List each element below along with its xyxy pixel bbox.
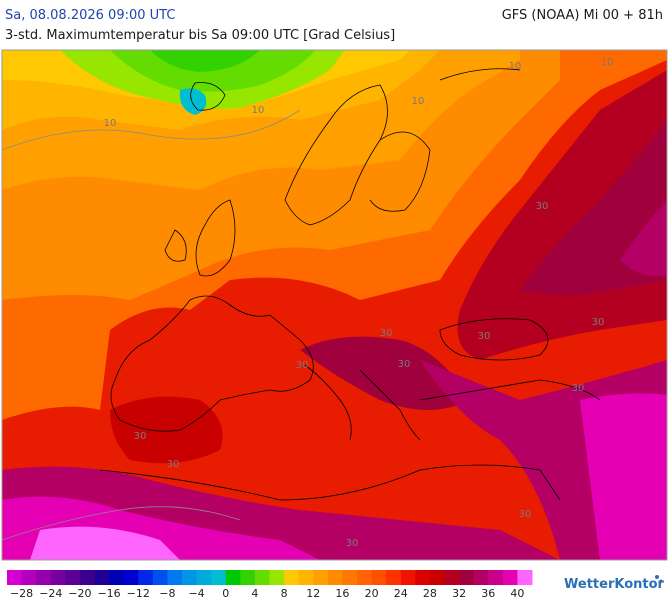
colorbar-swatch [79,570,95,585]
contour-label: 30 [478,331,491,342]
colorbar: −28 −24 −20 −16 −12 −8 −4 0 4 8 12 16 20 24 28 32 36 40 [7,570,533,600]
contour-label: 30 [296,360,309,371]
colorbar-swatch [225,570,241,585]
colorbar-swatch [254,570,270,585]
colorbar-swatch [517,570,533,585]
colorbar-tick-label: 20 [365,587,379,600]
colorbar-swatch [240,570,256,585]
contour-label: 10 [509,61,522,72]
colorbar-swatch [444,570,460,585]
colorbar-tick-label: 0 [222,587,229,600]
colorbar-swatch [386,570,402,585]
contour-label: 30 [346,538,359,549]
colorbar-swatch [94,570,110,585]
colorbar-swatch [36,570,52,585]
contour-label: 30 [592,317,605,328]
contour-label: 10 [412,96,425,107]
colorbar-swatch [211,570,227,585]
contour-label: 10 [252,105,265,116]
colorbar-tick-label: 8 [281,587,288,600]
colorbar-tick-label: 24 [394,587,408,600]
colorbar-swatch [269,570,285,585]
colorbar-tick-label: −28 [10,587,33,600]
contour-label: 30 [572,383,585,394]
logo-dot [659,579,663,583]
subtitle: 3-std. Maximumtemperatur bis Sa 09:00 UT… [5,28,395,43]
colorbar-tick-label: 36 [481,587,495,600]
colorbar-tick-label: −24 [39,587,62,600]
colorbar-tick-label: 4 [251,587,258,600]
contour-label: 10 [104,118,117,129]
colorbar-tick-label: −4 [188,587,204,600]
colorbar-tick-label: 28 [423,587,437,600]
contour-label: 30 [398,359,411,370]
colorbar-swatch [7,570,23,585]
contour-label: 30 [380,328,393,339]
colorbar-swatch [313,570,329,585]
contour-label: 10 [601,57,614,68]
valid-time: Sa, 08.08.2026 09:00 UTC [5,8,175,23]
colorbar-tick-label: 12 [306,587,320,600]
colorbar-swatch [429,570,445,585]
colorbar-tick-label: 32 [452,587,466,600]
temperature-map: 10 10 10 10 10 30 30 30 30 30 30 30 30 3… [1,49,668,561]
colorbar-swatch [167,570,183,585]
colorbar-swatch [138,570,154,585]
colorbar-tick-label: 40 [510,587,524,600]
colorbar-swatch [327,570,343,585]
colorbar-swatch [109,570,125,585]
colorbar-swatch [298,570,314,585]
colorbar-swatch [357,570,373,585]
contour-label: 30 [134,431,147,442]
colorbar-swatch [284,570,300,585]
logo-text: WetterKontor [564,577,665,592]
colorbar-swatch [182,570,198,585]
colorbar-swatch [21,570,37,585]
colorbar-swatch [50,570,66,585]
colorbar-swatch [342,570,358,585]
contour-label: 30 [519,509,532,520]
logo: WetterKontor [564,575,665,592]
colorbar-tick-label: −20 [68,587,91,600]
contour-label: 30 [536,201,549,212]
colorbar-swatch [371,570,387,585]
colorbar-swatch [152,570,168,585]
contour-label: 30 [167,459,180,470]
colorbar-swatch [502,570,518,585]
colorbar-swatch [459,570,475,585]
colorbar-tick-label: 16 [335,587,349,600]
colorbar-swatch [123,570,139,585]
colorbar-swatch [415,570,431,585]
colorbar-tick-label: −16 [97,587,120,600]
colorbar-swatch [65,570,81,585]
model-run: GFS (NOAA) Mi 00 + 81h [502,8,663,23]
colorbar-swatch [473,570,489,585]
colorbar-tick-label: −12 [127,587,150,600]
colorbar-swatch [400,570,416,585]
colorbar-swatch [488,570,504,585]
colorbar-swatch [196,570,212,585]
logo-dot [655,575,659,579]
colorbar-tick-label: −8 [159,587,175,600]
